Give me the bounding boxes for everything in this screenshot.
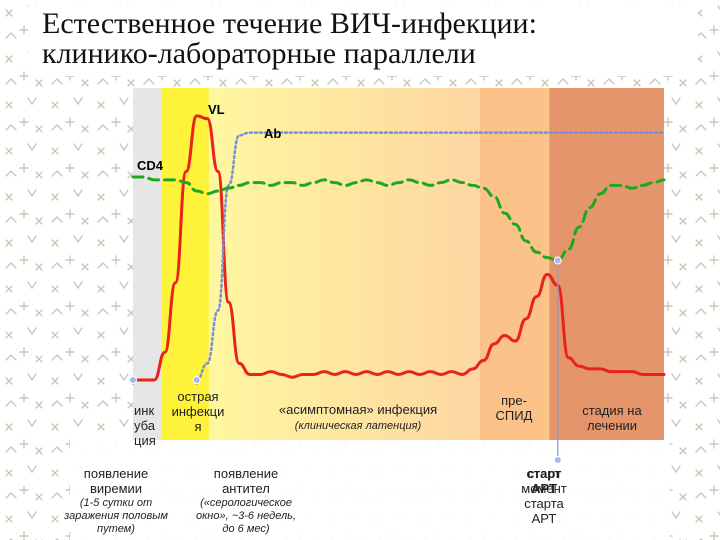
stage-band-acute	[161, 88, 209, 440]
stage-band-preaids	[479, 88, 550, 440]
event-viremia-label: появление виремии	[83, 466, 149, 496]
stage-preaids-label: пре- СПИД	[495, 393, 533, 423]
page-title-line1: Естественное течение ВИЧ-инфекции:	[42, 7, 537, 40]
stage-band-asymptomatic	[208, 88, 480, 440]
stage-latency-label: (клиническая латенция)	[294, 420, 422, 432]
series-label-vl: VL	[208, 102, 225, 117]
marker-point-ab	[192, 376, 201, 384]
stage-treatment-label: стадия на лечении	[582, 403, 642, 433]
event-antibodies-note: («серологическое окно», ~3-6 недель, до 6 …	[195, 497, 296, 535]
stage-asymptomatic-label: «асимптомная» инфекция	[278, 402, 438, 417]
title-box	[28, 6, 698, 76]
stage-band-treatment	[549, 88, 664, 440]
marker-point-cd4	[553, 256, 562, 265]
page-title-line2: клинико-лабораторные параллели	[42, 37, 476, 70]
event-art-overlay-label: старт АРТ	[526, 466, 562, 496]
series-line-ab	[195, 131, 666, 382]
stage-acute-label: острая инфекци я	[171, 389, 225, 434]
series-line-cd4	[131, 175, 666, 262]
event-viremia-note: (1-5 сутки от заражения половым путем)	[64, 497, 168, 535]
series-label-ab: Ab	[264, 126, 282, 141]
stage-band-incubation	[133, 88, 162, 440]
event-antibodies-label: появление антител	[213, 466, 279, 496]
marker-point-cd4-end	[553, 456, 562, 464]
event-art-label: старт момент старта АРТ	[521, 466, 567, 526]
marker-point-vl	[129, 376, 137, 384]
series-label-cd4: CD4	[137, 158, 164, 173]
stage-incubation-label: инк уба ция	[134, 403, 156, 448]
series-line-vl	[131, 114, 666, 382]
